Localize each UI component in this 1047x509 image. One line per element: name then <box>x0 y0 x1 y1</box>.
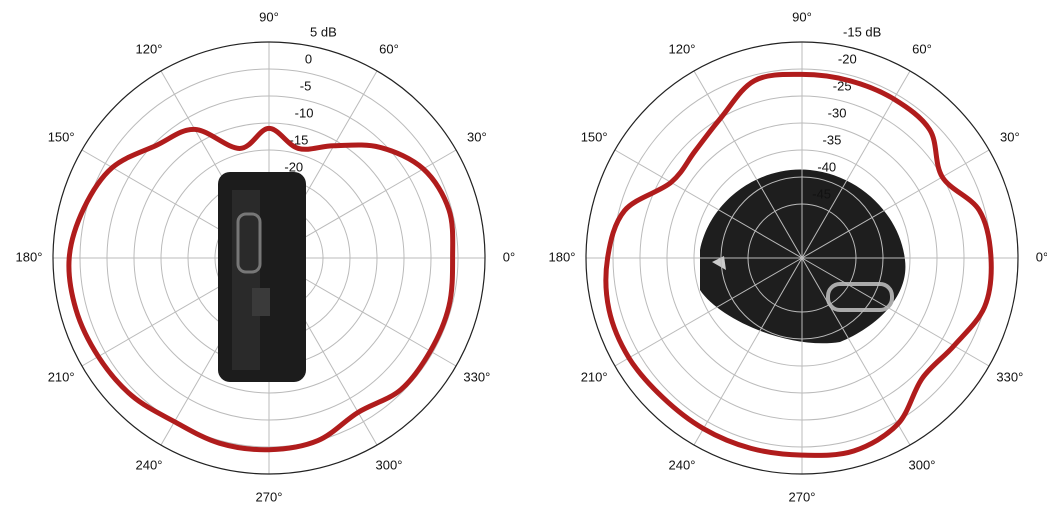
r-tick-label: -15 dB <box>843 24 881 39</box>
angle-tick-label: 120° <box>669 42 696 57</box>
angle-tick-label: 270° <box>256 489 283 504</box>
angle-tick-label: 0° <box>1036 249 1047 264</box>
angle-tick-label: 150° <box>581 129 608 144</box>
r-tick-label: -30 <box>828 105 847 120</box>
ring-grid-line <box>720 176 884 340</box>
r-tick-label: -20 <box>838 51 857 66</box>
angle-tick-label: 30° <box>467 129 487 144</box>
r-tick-label: -10 <box>295 105 314 120</box>
ring-grid-line <box>79 68 459 448</box>
angle-tick-label: 30° <box>1000 129 1020 144</box>
r-tick-label: -20 <box>284 159 303 174</box>
angle-tick-label: 60° <box>912 42 932 57</box>
ring-grid-line <box>133 122 405 394</box>
angle-tick-label: 150° <box>48 129 75 144</box>
pattern-line <box>603 71 994 458</box>
angle-tick-label: 300° <box>376 457 403 472</box>
angle-tick-label: 300° <box>909 457 936 472</box>
angle-tick-label: 210° <box>581 369 608 384</box>
ring-grid-line <box>585 41 1019 475</box>
angle-tick-label: 210° <box>48 369 75 384</box>
angle-tick-label: 270° <box>789 489 816 504</box>
angle-tick-label: 330° <box>996 369 1023 384</box>
r-tick-label: -35 <box>823 132 842 147</box>
r-tick-label: -40 <box>817 159 836 174</box>
device-photo-left <box>218 172 306 382</box>
r-tick-label: -45 <box>812 186 831 201</box>
angle-tick-label: 90° <box>259 9 279 24</box>
angle-tick-label: 0° <box>503 249 515 264</box>
ring-grid-line <box>747 203 857 313</box>
angle-tick-label: 240° <box>136 457 163 472</box>
angle-tick-label: 240° <box>669 457 696 472</box>
r-tick-label: 5 dB <box>310 24 337 39</box>
ring-grid-line <box>106 95 432 421</box>
ring-grid-line <box>666 122 938 394</box>
angle-tick-label: 180° <box>16 249 43 264</box>
ring-grid-line <box>693 149 911 367</box>
pattern-line <box>66 125 456 453</box>
angle-tick-label: 90° <box>792 9 812 24</box>
ring-grid-line <box>52 41 486 475</box>
angle-tick-label: 330° <box>463 369 490 384</box>
r-tick-label: 0 <box>305 51 312 66</box>
angle-tick-label: 120° <box>136 42 163 57</box>
r-tick-label: -5 <box>300 78 312 93</box>
ring-grid-line <box>639 95 965 421</box>
angle-tick-label: 180° <box>549 249 576 264</box>
angle-tick-label: 60° <box>379 42 399 57</box>
